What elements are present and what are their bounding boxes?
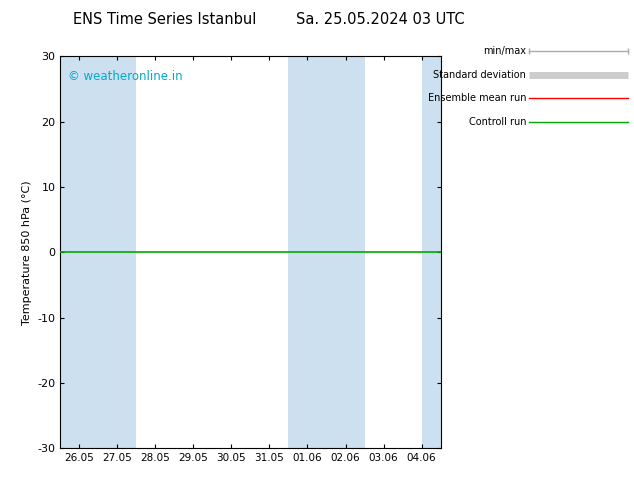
Bar	[60, 56, 136, 448]
Text: Standard deviation: Standard deviation	[434, 70, 526, 80]
Text: ENS Time Series Istanbul: ENS Time Series Istanbul	[73, 12, 257, 27]
Y-axis label: Temperature 850 hPa (°C): Temperature 850 hPa (°C)	[22, 180, 32, 325]
Text: Controll run: Controll run	[469, 117, 526, 127]
Text: Ensemble mean run: Ensemble mean run	[428, 94, 526, 103]
Bar	[422, 56, 441, 448]
Text: Sa. 25.05.2024 03 UTC: Sa. 25.05.2024 03 UTC	[296, 12, 465, 27]
Text: min/max: min/max	[483, 47, 526, 56]
Text: © weatheronline.in: © weatheronline.in	[68, 70, 183, 83]
Bar	[288, 56, 365, 448]
